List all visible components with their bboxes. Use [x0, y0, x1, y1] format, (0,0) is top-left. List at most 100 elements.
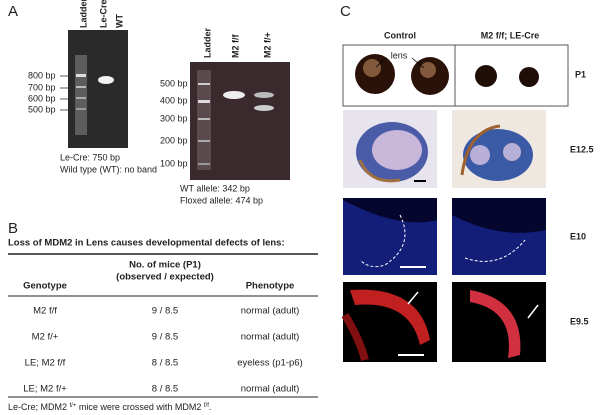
section-image-part	[359, 214, 406, 268]
section-image-part	[350, 289, 430, 345]
section-image-part	[372, 130, 422, 170]
section-image-part	[358, 159, 401, 183]
table-cell: LE; M2 f/f	[25, 358, 66, 369]
table-cell: LE; M2 f/+	[23, 384, 67, 395]
table-cell: 8 / 8.5	[152, 384, 178, 395]
gel-part	[76, 86, 86, 88]
marker-label: 400 bp	[160, 95, 188, 105]
table-rule	[8, 253, 318, 398]
marker-label: 800 bp	[28, 70, 56, 80]
lane-label: Ladder	[78, 0, 88, 28]
gel-part	[198, 100, 210, 103]
gel-part	[254, 105, 274, 111]
marker-tick	[60, 75, 70, 111]
gel-part	[198, 83, 210, 85]
eye-image-part	[363, 59, 381, 77]
table-cell: M2 f/f	[33, 306, 57, 317]
gel	[190, 62, 290, 180]
section-image	[343, 110, 546, 188]
gel-part	[76, 108, 86, 110]
eye-image	[342, 44, 569, 107]
table-cell: 9 / 8.5	[152, 306, 178, 317]
eye-image-part	[475, 65, 497, 87]
lane-label: Le-Cre	[98, 0, 108, 28]
table-title: Loss of MDM2 in Lens causes developmenta…	[8, 238, 285, 249]
caption: Wild type (WT): no band	[60, 164, 157, 174]
section-image-part	[398, 354, 424, 356]
column-header: Genotype	[23, 281, 67, 292]
caption: WT allele: 342 bp	[180, 183, 250, 193]
marker-label: 700 bp	[28, 82, 56, 92]
table-cell: normal (adult)	[241, 306, 300, 317]
table-cell: 9 / 8.5	[152, 332, 178, 343]
gel	[68, 30, 128, 148]
section-image	[341, 282, 546, 362]
row-label: E9.5	[570, 316, 589, 326]
gel-part	[198, 140, 210, 142]
table-cell: 8 / 8.5	[152, 358, 178, 369]
eye-image-part	[375, 57, 387, 68]
caption: Floxed allele: 474 bp	[180, 195, 263, 205]
marker-label: 200 bp	[160, 135, 188, 145]
table-cell: normal (adult)	[241, 332, 300, 343]
gel-part	[76, 97, 86, 99]
section-image-part	[452, 215, 546, 275]
panel-label: B	[8, 220, 18, 237]
table-cell: M2 f/+	[32, 332, 59, 343]
eye-image-part	[420, 62, 436, 78]
gel-part	[198, 163, 210, 165]
marker-label: 500 bp	[28, 104, 56, 114]
section-image-part	[460, 124, 501, 176]
section-image-part	[414, 180, 426, 182]
row-label: E10	[570, 231, 586, 241]
table-cell: normal (adult)	[241, 384, 300, 395]
marker-label: 500 bp	[160, 78, 188, 88]
footnote-text: .	[209, 402, 212, 412]
row-label: P1	[575, 69, 586, 79]
table-cell: eyeless (p1-p6)	[237, 358, 302, 369]
section-image-part	[400, 266, 426, 268]
gel-part	[76, 74, 86, 77]
table-body: M2 f/f 9 / 8.5 normal (adult) M2 f/+ 9 / 8.5…	[23, 306, 303, 395]
row-label: E12.5	[570, 144, 594, 154]
footnote-text: mice were crossed with MDM2	[76, 402, 204, 412]
gel-part	[75, 55, 87, 135]
section-image-part	[527, 304, 539, 319]
gel-part	[198, 118, 210, 120]
section-image-part	[452, 282, 546, 362]
section-image-part	[341, 312, 369, 362]
section-image-part	[407, 291, 419, 305]
eye-image-part	[519, 67, 539, 87]
lane-label: M2 f/f	[230, 33, 240, 58]
superscript: f/+	[70, 403, 77, 409]
column-header: No. of mice (P1)	[129, 260, 201, 271]
section-image-part	[470, 145, 490, 165]
annotation: lens	[391, 50, 408, 60]
gel-part	[254, 92, 274, 98]
column-label: Control	[384, 30, 416, 40]
footnote: Le-Cre; MDM2 f/+ mice were crossed with …	[8, 402, 211, 412]
lane-label: M2 f/+	[262, 32, 272, 58]
caption: Le-Cre: 750 bp	[60, 152, 120, 162]
panel-label: C	[340, 3, 351, 20]
section-image-part	[463, 129, 533, 181]
section-image-part	[343, 200, 437, 275]
eye-image-part	[411, 57, 425, 69]
marker-label: 300 bp	[160, 113, 188, 123]
column-header: (observed / expected)	[116, 272, 214, 283]
marker-label: 600 bp	[28, 93, 56, 103]
footnote-text: Le-Cre; MDM2	[8, 402, 70, 412]
gel-part	[98, 76, 114, 84]
section-image	[343, 198, 546, 275]
gel-part	[223, 91, 245, 99]
marker-label: 100 bp	[160, 158, 188, 168]
panel-label: A	[8, 3, 18, 20]
section-image-part	[464, 239, 526, 262]
column-label: M2 f/f; LE-Cre	[481, 30, 540, 40]
superscript: f/f	[204, 403, 209, 409]
column-header: Phenotype	[246, 281, 295, 292]
lane-label: WT	[114, 14, 124, 28]
